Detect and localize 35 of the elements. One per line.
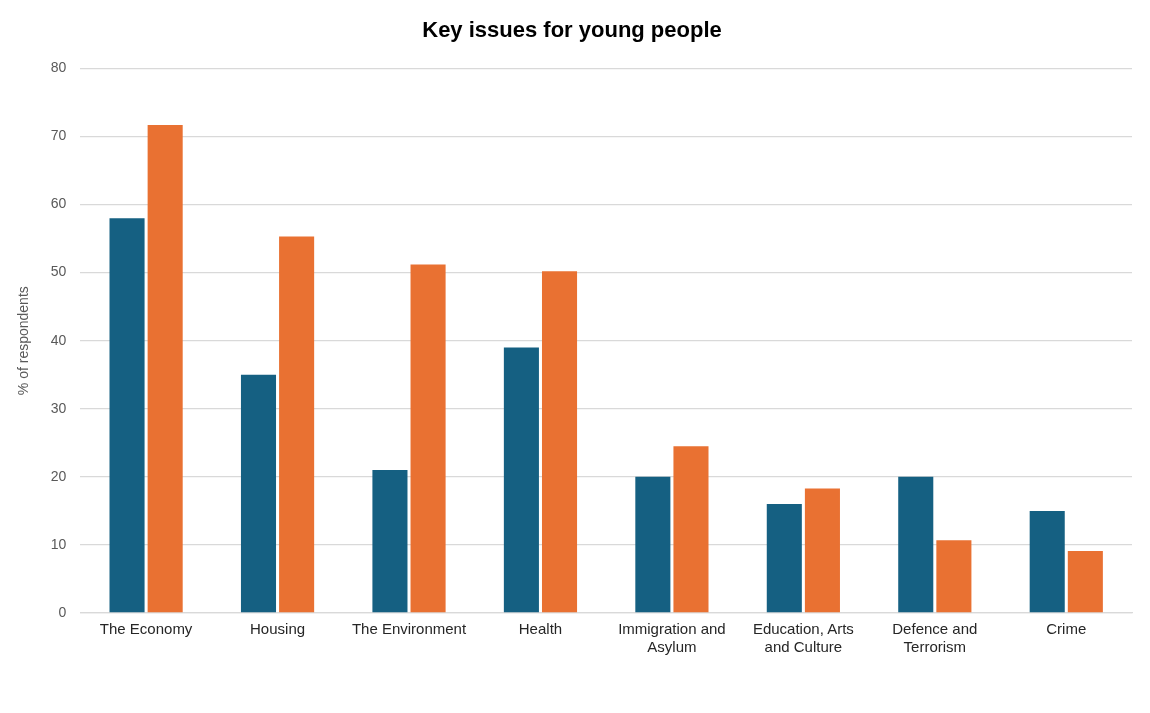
bar	[766, 504, 802, 613]
y-tick-label: 10	[50, 535, 67, 552]
bar	[503, 347, 539, 613]
bar	[410, 264, 446, 613]
x-tick-label: Crime	[1046, 620, 1087, 638]
x-tick-label: Housing	[250, 620, 306, 638]
bar	[109, 218, 145, 613]
y-tick-label: 50	[50, 263, 67, 280]
chart-title: Key issues for young people	[422, 17, 722, 43]
y-tick-label: 60	[50, 195, 67, 212]
x-tick-label: Health	[518, 620, 563, 638]
bar	[673, 446, 709, 613]
x-tick-label: The Environment	[351, 620, 467, 638]
y-axis-title: % of respondents	[15, 286, 32, 396]
x-tick-label: Defence and Terrorism	[892, 620, 978, 656]
x-tick-label: Immigration and Asylum	[618, 620, 726, 656]
y-tick-label: 70	[50, 127, 67, 144]
bar	[1067, 551, 1103, 613]
x-tick-label: Education, Arts and Culture	[752, 620, 854, 656]
y-tick-label: 0	[58, 603, 67, 620]
y-tick-label: 40	[50, 331, 67, 348]
bar	[1029, 510, 1065, 613]
bar	[147, 124, 183, 613]
bar	[541, 271, 578, 613]
bar	[804, 488, 840, 613]
bar	[936, 540, 972, 613]
y-tick-label: 80	[50, 59, 67, 76]
bar	[279, 236, 315, 613]
bar	[898, 476, 934, 613]
y-tick-label: 20	[50, 467, 67, 484]
bar	[240, 374, 277, 613]
x-tick-label: The Economy	[99, 620, 193, 638]
bar	[635, 476, 671, 613]
y-tick-label: 30	[50, 399, 67, 416]
bar	[372, 470, 408, 613]
